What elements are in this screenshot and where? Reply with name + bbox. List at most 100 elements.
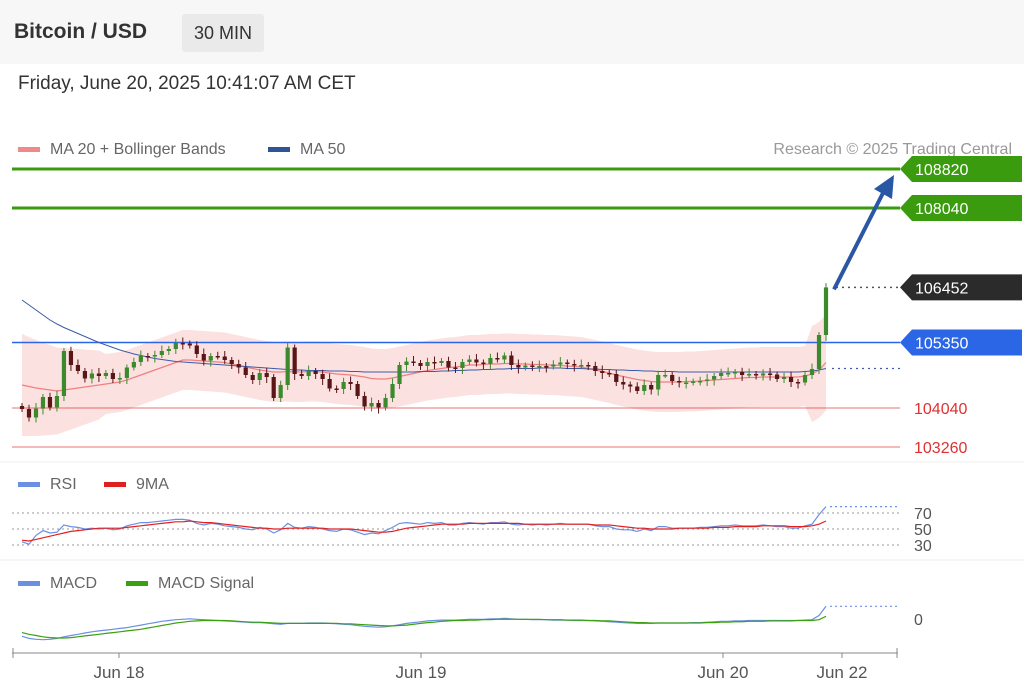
candle-body xyxy=(327,379,332,389)
forecast-arrow-line xyxy=(832,192,885,291)
candle-body xyxy=(740,372,745,375)
candle-body xyxy=(250,375,255,380)
candle-body xyxy=(369,403,374,407)
candle-body xyxy=(698,381,703,383)
candle-body xyxy=(656,375,661,390)
candle-body xyxy=(551,364,556,367)
rsi-level-label-50: 50 xyxy=(914,522,932,539)
candle-body xyxy=(607,373,612,375)
x-tick-label-3: Jun 22 xyxy=(816,663,867,682)
9ma-legend-label: 9MA xyxy=(136,476,169,493)
instrument-title: Bitcoin / USD xyxy=(14,20,148,43)
rsi-legend-rsi: RSI xyxy=(18,476,77,494)
price-tag-label-108820: 108820 xyxy=(915,162,968,179)
candle-body xyxy=(523,365,528,368)
price-tag-label-108040: 108040 xyxy=(915,201,968,218)
candle-body xyxy=(194,345,199,354)
forecast-arrowhead xyxy=(874,175,894,199)
candle-body xyxy=(257,373,262,380)
candle-body xyxy=(670,375,675,381)
candle-body xyxy=(383,398,388,408)
candle-body xyxy=(726,373,731,375)
candle-body xyxy=(376,403,381,408)
candle-body xyxy=(760,373,766,376)
candle-body xyxy=(530,365,535,367)
candle-body xyxy=(746,374,752,376)
candle-body xyxy=(628,384,633,387)
candle-body xyxy=(173,343,178,349)
candle-body xyxy=(341,382,346,389)
candle-body xyxy=(397,365,402,384)
candle-body xyxy=(19,406,25,409)
candle-body xyxy=(802,375,808,383)
macd-signal-legend-label: MACD Signal xyxy=(158,575,255,592)
candle-body xyxy=(481,362,486,364)
candle-body xyxy=(788,377,794,382)
candle-body xyxy=(600,371,605,373)
price-tag-105350 xyxy=(900,329,1022,356)
candle-body xyxy=(47,397,53,408)
candle-body xyxy=(117,378,122,380)
candle-body xyxy=(271,377,276,398)
candle-body xyxy=(705,379,710,381)
candle-body xyxy=(816,335,822,369)
candle-body xyxy=(537,366,542,368)
candle-body xyxy=(677,381,682,383)
candle-body xyxy=(635,386,640,391)
candle-body xyxy=(418,363,423,366)
candle-body xyxy=(663,375,668,377)
9ma-swatch xyxy=(104,482,126,488)
macd-legend-signal: MACD Signal xyxy=(126,575,254,593)
candle-body xyxy=(565,362,570,364)
candle-body xyxy=(579,365,584,367)
candle-body xyxy=(187,343,192,346)
candle-body xyxy=(823,287,829,335)
candle-body xyxy=(467,359,472,362)
candle-body xyxy=(502,355,507,360)
rsi-legend-9ma: 9MA xyxy=(104,476,169,494)
candle-body xyxy=(236,364,241,368)
candle-body xyxy=(138,356,143,362)
candle-body xyxy=(488,358,493,364)
candle-body xyxy=(285,347,290,385)
price-tag-label-106452: 106452 xyxy=(915,280,968,297)
macd-signal-line xyxy=(21,615,827,639)
candle-body xyxy=(292,347,297,374)
candle-body xyxy=(767,373,773,375)
candle-body xyxy=(712,376,717,380)
candle-body xyxy=(362,396,367,407)
candle-body xyxy=(593,366,598,371)
price-tag-108820 xyxy=(900,156,1022,182)
macd-swatch xyxy=(18,581,40,587)
ma50-legend-label: MA 50 xyxy=(300,141,346,158)
candle-body xyxy=(642,385,647,391)
macd-zero-label: 0 xyxy=(914,612,923,629)
candle-body xyxy=(390,384,395,398)
candle-body xyxy=(404,361,409,365)
candle-body xyxy=(621,382,626,385)
price-level-label-103260: 103260 xyxy=(914,440,967,457)
x-tick-label-0: Jun 18 xyxy=(93,663,144,682)
candle-body xyxy=(313,371,318,374)
candle-body xyxy=(278,385,283,398)
candle-body xyxy=(201,354,206,361)
candle-body xyxy=(96,373,102,376)
candle-body xyxy=(124,367,129,378)
candle-body xyxy=(460,362,465,368)
timeframe-button[interactable]: 30 MIN xyxy=(182,14,265,52)
candle-body xyxy=(152,355,157,357)
candle-body xyxy=(411,361,416,363)
candle-body xyxy=(131,362,136,368)
price-legend-ma20: MA 20 + Bollinger Bands xyxy=(18,141,226,159)
candle-body xyxy=(103,373,108,376)
candle-body xyxy=(215,356,220,358)
candle-body xyxy=(348,382,353,384)
candle-body xyxy=(243,367,248,375)
candle-body xyxy=(495,358,500,360)
candle-body xyxy=(544,366,549,368)
candle-body xyxy=(222,356,227,360)
candle-body xyxy=(453,367,458,369)
candle-body xyxy=(26,409,32,418)
candle-body xyxy=(159,351,164,355)
